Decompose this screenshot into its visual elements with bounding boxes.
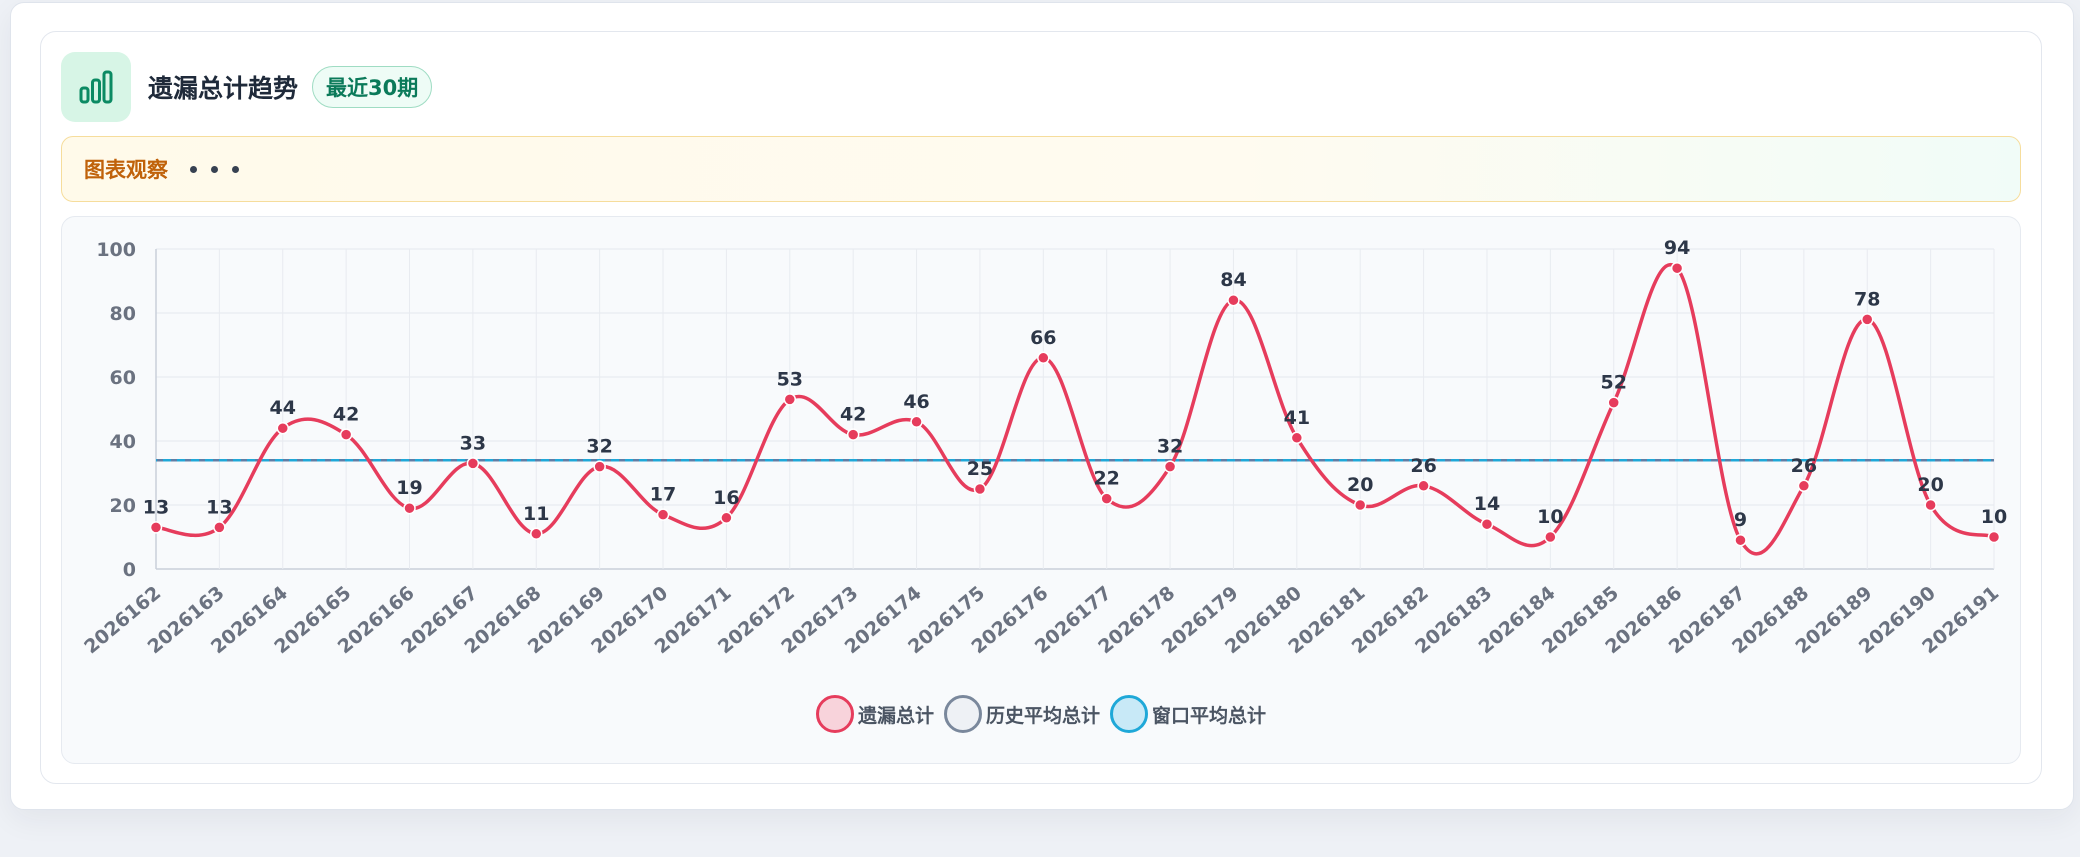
legend-label: 遗漏总计 [857, 704, 934, 727]
data-label: 42 [333, 404, 359, 426]
data-point [846, 428, 860, 441]
data-point [1924, 498, 1937, 512]
data-label: 20 [1917, 474, 1943, 496]
data-label: 32 [1157, 436, 1183, 458]
data-label: 14 [1474, 493, 1500, 515]
data-label: 13 [206, 496, 232, 518]
data-point [1544, 530, 1557, 544]
data-label: 19 [396, 477, 422, 499]
data-label: 9 [1734, 509, 1747, 531]
trend-card: 遗漏总计趋势 最近30期 图表观察 13 13 44 42 19 33 11 32 17 16 53… [40, 31, 2042, 784]
y-tick-label: 40 [110, 431, 136, 453]
legend-swatch [1110, 695, 1148, 733]
line-chart: 13 13 44 42 19 33 11 32 17 16 53 42 46 25 66 22 32 84 41 20… [80, 237, 2007, 658]
data-point [1290, 431, 1304, 445]
data-label: 44 [270, 397, 296, 419]
data-point [1987, 530, 2001, 544]
data-point [530, 527, 543, 541]
legend-label: 窗口平均总计 [1152, 704, 1267, 727]
legend-swatch [815, 695, 854, 733]
chart-observation-bar[interactable]: 图表观察 [61, 136, 2021, 202]
data-label: 52 [1600, 372, 1626, 394]
period-badge: 最近30期 [312, 66, 433, 108]
bar-chart-icon [61, 52, 131, 122]
legend-label: 历史平均总计 [985, 704, 1100, 727]
data-point [1037, 351, 1050, 365]
data-point [1100, 492, 1113, 505]
y-tick-label: 80 [110, 303, 136, 325]
data-label: 78 [1854, 288, 1880, 310]
data-label: 20 [1347, 474, 1373, 496]
data-label: 32 [586, 436, 612, 458]
data-point [1227, 293, 1240, 307]
observation-title: 图表观察 [84, 158, 168, 182]
y-tick-label: 0 [123, 559, 136, 581]
data-label: 10 [1981, 506, 2007, 528]
data-label: 84 [1220, 269, 1246, 291]
data-point [149, 521, 163, 534]
data-point [1607, 396, 1620, 409]
data-label: 13 [143, 496, 169, 518]
data-point [1480, 517, 1494, 531]
chart-title: 遗漏总计趋势 [148, 74, 299, 103]
data-point [1734, 533, 1747, 547]
data-point [656, 508, 670, 521]
data-point [1163, 460, 1177, 473]
y-tick-label: 20 [110, 495, 136, 517]
data-point [339, 428, 353, 441]
data-point [466, 457, 480, 470]
legend-item-omission-total[interactable]: 遗漏总计 [815, 695, 934, 733]
data-point [1670, 261, 1684, 275]
data-label: 33 [460, 432, 486, 454]
data-label: 26 [1791, 455, 1817, 477]
data-label: 17 [650, 484, 676, 506]
data-label: 66 [1030, 327, 1056, 349]
legend-item-window-average[interactable]: 窗口平均总计 [1110, 695, 1266, 733]
data-point [403, 501, 416, 515]
data-point [720, 511, 733, 525]
legend-swatch [943, 695, 982, 733]
data-label: 25 [967, 458, 993, 480]
data-label: 94 [1664, 237, 1690, 259]
data-point [593, 460, 606, 473]
data-point [910, 415, 923, 429]
card-header: 遗漏总计趋势 最近30期 [61, 52, 433, 122]
series-line-omission-total [154, 263, 1996, 556]
data-point [973, 482, 987, 496]
data-point [213, 521, 226, 534]
data-label: 22 [1093, 468, 1119, 490]
more-dots-icon[interactable] [190, 165, 239, 173]
chart-legend: 遗漏总计 历史平均总计 窗口平均总计 [62, 695, 2020, 733]
data-label: 16 [713, 487, 739, 509]
data-label: 11 [523, 503, 549, 525]
data-label: 26 [1410, 455, 1436, 477]
data-point [783, 393, 797, 406]
y-tick-label: 60 [110, 367, 136, 389]
data-label: 46 [903, 391, 929, 413]
data-label: 10 [1537, 506, 1563, 528]
legend-item-history-average[interactable]: 历史平均总计 [943, 695, 1100, 733]
data-point [1797, 479, 1811, 493]
chart-area: 13 13 44 42 19 33 11 32 17 16 53 42 46 25 66 22 32 84 41 20… [61, 216, 2021, 764]
page-container: 遗漏总计趋势 最近30期 图表观察 13 13 44 42 19 33 11 32 17 16 53… [10, 2, 2074, 810]
data-label: 53 [777, 368, 803, 390]
data-point [1353, 498, 1367, 512]
data-label: 41 [1284, 407, 1310, 429]
data-label: 42 [840, 404, 866, 426]
data-point [1417, 479, 1430, 493]
y-tick-label: 100 [96, 239, 136, 261]
data-point [276, 421, 290, 435]
data-point [1860, 313, 1874, 326]
